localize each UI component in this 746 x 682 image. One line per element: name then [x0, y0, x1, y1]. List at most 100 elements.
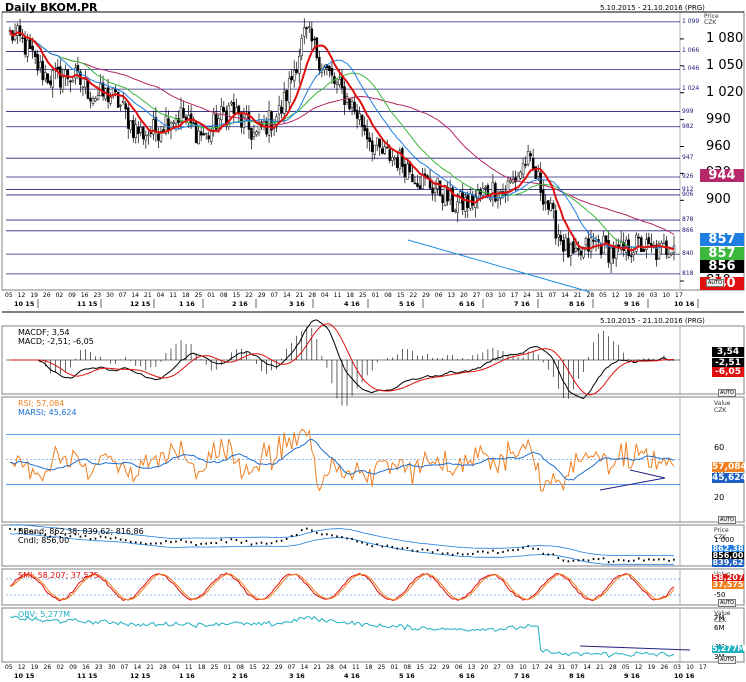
bband-candle [24, 531, 26, 534]
x-month-label-bottom: 11 15 [77, 672, 98, 680]
bband-candle [64, 533, 67, 536]
x-day-label-bottom: 22 [429, 664, 437, 671]
x-month-label: 6 16 [459, 300, 475, 308]
bband-candle [336, 535, 338, 538]
price-unit-top: Price [704, 13, 719, 20]
x-day-label: 05 [5, 292, 13, 299]
x-day-label-bottom: 21 [313, 664, 322, 671]
candle-body [109, 97, 112, 104]
bband-candle [461, 553, 464, 556]
obv-auto-button[interactable]: AUTO [718, 656, 737, 664]
macd-auto-button[interactable]: AUTO [718, 389, 737, 397]
bband-candle [627, 560, 630, 563]
x-day-label: 18 [181, 292, 190, 299]
bband-candle [386, 544, 389, 547]
candle-body [26, 39, 29, 57]
candle-body [69, 80, 72, 83]
x-day-label: 22 [245, 292, 253, 299]
price-level-label: 982 [682, 122, 694, 130]
bband-candle [34, 531, 36, 534]
bband-candle [567, 560, 570, 563]
candle-body [373, 144, 376, 155]
x-day-label-bottom: 02 [56, 664, 65, 671]
auto-scale-button[interactable]: AUTO [706, 279, 725, 287]
bband-candle [240, 541, 243, 544]
candle-body [277, 105, 281, 115]
rsi-auto-button[interactable]: AUTO [718, 516, 737, 524]
candle-body [506, 180, 510, 192]
candle-body [197, 130, 200, 144]
candle-body [584, 238, 588, 245]
bband-candle [527, 545, 529, 548]
candle-body [519, 171, 522, 179]
bband-candle [235, 538, 238, 541]
rsi-line [9, 428, 675, 492]
candle-body [619, 240, 623, 250]
bband-candle [401, 547, 404, 550]
candle-body [514, 177, 517, 183]
bband-candle [396, 547, 399, 550]
candle-body [134, 124, 138, 138]
candle-body [204, 132, 208, 135]
bband-candle [668, 559, 670, 562]
candle-body [343, 86, 346, 105]
rsi-trend-line [629, 469, 666, 479]
candle-body [33, 51, 37, 57]
x-day-label-bottom: 28 [326, 664, 334, 671]
bband-candle [275, 540, 278, 543]
candle-body [582, 246, 585, 258]
candle-body [589, 237, 593, 252]
x-day-label: 13 [447, 292, 456, 299]
bband-candle [74, 533, 77, 536]
x-day-label: 11 [333, 292, 342, 299]
candle-body [554, 210, 558, 239]
price-level-label: 1 066 [682, 47, 700, 55]
smi-auto-button[interactable]: AUTO [718, 599, 737, 607]
bband-candle [346, 537, 348, 540]
candle-body [199, 131, 203, 136]
x-month-label-bottom: 6 16 [459, 672, 475, 680]
x-day-label: 08 [384, 292, 392, 299]
x-day-label: 30 [106, 292, 114, 299]
date-range: 5.10.2015 - 21.10.2016 (PRG) [600, 4, 705, 12]
x-day-label-bottom: 01 [390, 664, 399, 671]
candle-body [370, 140, 374, 152]
candle-body [403, 163, 407, 178]
price-tick-label: 1 050 [706, 57, 744, 73]
candle-body [217, 118, 221, 129]
x-day-label: 03 [649, 292, 658, 299]
x-day-label: 17 [675, 292, 683, 299]
bband-candle [542, 552, 545, 555]
candle-body [121, 100, 125, 104]
bband-candle [270, 542, 273, 545]
x-day-label-bottom: 15 [249, 664, 257, 671]
x-day-label-bottom: 03 [673, 664, 681, 671]
bband-candle [210, 542, 213, 545]
candle-body [147, 134, 150, 137]
x-day-label: 25 [358, 292, 367, 299]
x-day-label-bottom: 26 [660, 664, 669, 671]
bband-candle [321, 533, 323, 536]
bband-candle [436, 549, 439, 552]
bband-candle [175, 540, 177, 543]
x-day-label-bottom: 04 [172, 664, 180, 671]
obv-legend-item: OBV; 5,277M [18, 610, 71, 619]
x-day-label-bottom: 14 [133, 664, 142, 671]
rsi-tick: 60 [714, 443, 725, 452]
candle-body [76, 65, 80, 72]
candles-group [8, 18, 676, 274]
obv-trend-line [579, 645, 691, 651]
x-day-label-bottom: 24 [544, 664, 553, 671]
x-day-label: 01 [207, 292, 215, 299]
bband-candle [225, 541, 228, 544]
candle-body [544, 201, 547, 204]
candle-body [71, 80, 75, 83]
candle-body [297, 55, 301, 74]
candle-body [94, 98, 97, 102]
candle-body [38, 61, 42, 69]
x-day-label: 15 [396, 292, 405, 299]
candle-body [303, 27, 306, 37]
smi-signal-line [9, 573, 675, 601]
x-month-label-bottom: 5 16 [399, 672, 415, 680]
